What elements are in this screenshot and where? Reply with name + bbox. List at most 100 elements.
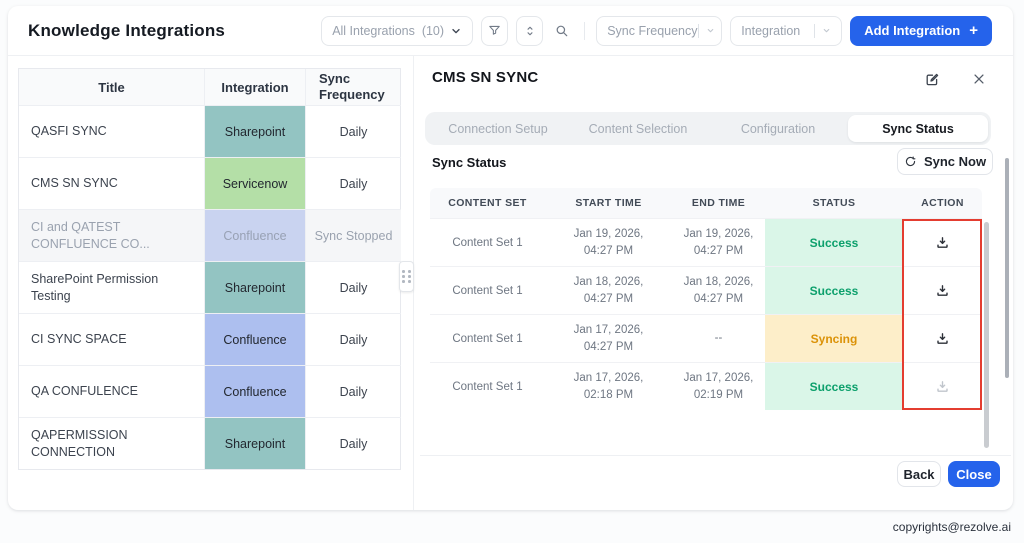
- status-badge: Syncing: [765, 315, 903, 362]
- close-panel-button[interactable]: [972, 72, 986, 86]
- content-set-cell: Content Set 1: [452, 332, 523, 345]
- all-integrations-value: All Integrations (10): [332, 23, 445, 38]
- integration-title: CMS SN SYNC: [19, 157, 204, 209]
- content-set-cell: Content Set 1: [452, 380, 523, 393]
- sync-status-row: Content Set 1 Jan 17, 2026, 04:27 PM -- …: [430, 314, 982, 362]
- table-row[interactable]: CMS SN SYNC Servicenow Daily: [19, 157, 401, 209]
- sync-icon: [904, 155, 917, 168]
- detail-panel: CMS SN SYNC Connection Setup Content Sel…: [420, 56, 1013, 510]
- column-header-integration: Integration: [204, 69, 305, 105]
- tab-configuration[interactable]: Configuration: [740, 121, 816, 136]
- start-time-cell: Jan 19, 2026, 04:27 PM: [573, 227, 644, 257]
- start-time-cell: Jan 17, 2026, 04:27 PM: [573, 323, 644, 353]
- sync-frequency-value: Daily: [305, 417, 401, 469]
- start-time-cell: Jan 18, 2026, 04:27 PM: [573, 275, 644, 305]
- header-controls: All Integrations (10): [321, 15, 992, 46]
- sync-frequency-value: Sync Frequency: [607, 23, 698, 38]
- column-header-sync-frequency: Sync Frequency: [305, 69, 401, 105]
- action-cell: [903, 315, 982, 362]
- close-button[interactable]: Close: [948, 461, 1000, 487]
- column-header-action: ACTION: [921, 197, 964, 209]
- filter-button[interactable]: [481, 15, 509, 46]
- start-time-cell: Jan 17, 2026, 02:18 PM: [573, 371, 644, 401]
- column-header-title: Title: [98, 79, 125, 95]
- action-cell: [903, 267, 982, 314]
- sync-frequency-value: Sync Stopped: [305, 209, 401, 261]
- edit-icon: [924, 72, 940, 88]
- search-button[interactable]: [551, 15, 574, 46]
- download-icon: [935, 283, 950, 298]
- sync-status-row: Content Set 1 Jan 18, 2026, 04:27 PM Jan…: [430, 266, 982, 314]
- grip-dots-icon: [402, 270, 411, 283]
- end-time-cell: --: [714, 332, 723, 345]
- integration-title: CI and QATEST CONFLUENCE CO...: [19, 209, 204, 261]
- sort-button[interactable]: [516, 15, 544, 46]
- sync-frequency-value: Daily: [305, 261, 401, 313]
- integrations-table-header: Title Integration Sync Frequency: [19, 69, 400, 105]
- integration-type-badge: Confluence: [204, 313, 305, 365]
- tab-content-selection[interactable]: Content Selection: [588, 121, 688, 136]
- table-row[interactable]: CI SYNC SPACE Confluence Daily: [19, 313, 401, 365]
- integration-select[interactable]: Integration: [730, 15, 843, 46]
- sync-now-button[interactable]: Sync Now: [897, 148, 993, 175]
- action-cell: [903, 219, 982, 266]
- download-button[interactable]: [935, 283, 950, 298]
- detail-tabs: Connection Setup Content Selection Confi…: [425, 112, 991, 145]
- integration-title: QAPERMISSION CONNECTION: [19, 417, 204, 469]
- table-row[interactable]: SharePoint Permission Testing Sharepoint…: [19, 261, 401, 313]
- sync-status-section-label: Sync Status: [432, 155, 507, 170]
- panel-footer-divider: [420, 455, 1011, 456]
- download-button[interactable]: [935, 331, 950, 346]
- table-row[interactable]: QAPERMISSION CONNECTION Sharepoint Daily: [19, 417, 401, 469]
- integration-type-badge: Servicenow: [204, 157, 305, 209]
- add-integration-button[interactable]: Add Integration +: [850, 15, 992, 46]
- tab-connection-setup[interactable]: Connection Setup: [448, 121, 548, 136]
- download-button-disabled[interactable]: [935, 379, 950, 394]
- sync-frequency-select[interactable]: Sync Frequency: [596, 15, 723, 46]
- chevron-down-icon: [822, 26, 831, 35]
- integration-type-badge: Sharepoint: [204, 105, 305, 157]
- column-header-status: STATUS: [812, 197, 856, 209]
- integration-title: CI SYNC SPACE: [19, 313, 204, 365]
- end-time-cell: Jan 18, 2026, 04:27 PM: [683, 275, 754, 305]
- integration-title: QA CONFULENCE: [19, 365, 204, 417]
- action-cell: [903, 363, 982, 410]
- tab-sync-status[interactable]: Sync Status: [848, 115, 988, 142]
- sync-now-label: Sync Now: [923, 154, 987, 169]
- page-scrollbar-thumb[interactable]: [1005, 158, 1009, 378]
- column-header-content-set: CONTENT SET: [448, 197, 527, 209]
- sync-status-row: Content Set 1 Jan 17, 2026, 02:18 PM Jan…: [430, 362, 982, 410]
- column-header-start-time: START TIME: [575, 197, 642, 209]
- sort-icon: [524, 24, 536, 38]
- chevron-down-icon: [450, 25, 462, 37]
- header-divider: [584, 21, 586, 40]
- table-scrollbar-thumb[interactable]: [984, 222, 989, 448]
- back-button[interactable]: Back: [897, 461, 941, 487]
- app-header: Knowledge Integrations All Integrations …: [8, 6, 1013, 56]
- download-icon: [935, 379, 950, 394]
- integration-title: QASFI SYNC: [19, 105, 204, 157]
- select-divider: [697, 23, 699, 38]
- page-title: Knowledge Integrations: [28, 20, 226, 40]
- table-row[interactable]: QA CONFULENCE Confluence Daily: [19, 365, 401, 417]
- sync-frequency-value: Daily: [305, 365, 401, 417]
- select-divider: [814, 23, 816, 38]
- all-integrations-select[interactable]: All Integrations (10): [321, 15, 474, 46]
- integration-type-badge: Sharepoint: [204, 261, 305, 313]
- sync-status-row: Content Set 1 Jan 19, 2026, 04:27 PM Jan…: [430, 218, 982, 266]
- table-row[interactable]: QASFI SYNC Sharepoint Daily: [19, 105, 401, 157]
- content-set-cell: Content Set 1: [452, 236, 523, 249]
- sync-frequency-value: Daily: [305, 105, 401, 157]
- integrations-table: Title Integration Sync Frequency QASFI S…: [18, 68, 401, 470]
- sync-status-table: CONTENT SET START TIME END TIME STATUS A…: [430, 188, 982, 410]
- sync-status-table-header: CONTENT SET START TIME END TIME STATUS A…: [430, 188, 982, 218]
- table-row[interactable]: CI and QATEST CONFLUENCE CO... Confluenc…: [19, 209, 401, 261]
- add-integration-label: Add Integration: [864, 23, 961, 38]
- detail-panel-title: CMS SN SYNC: [432, 69, 539, 86]
- integration-type-badge: Confluence: [204, 365, 305, 417]
- panel-resize-handle[interactable]: [399, 261, 414, 292]
- download-button[interactable]: [935, 235, 950, 250]
- end-time-cell: Jan 17, 2026, 02:19 PM: [683, 371, 754, 401]
- edit-button[interactable]: [924, 72, 940, 88]
